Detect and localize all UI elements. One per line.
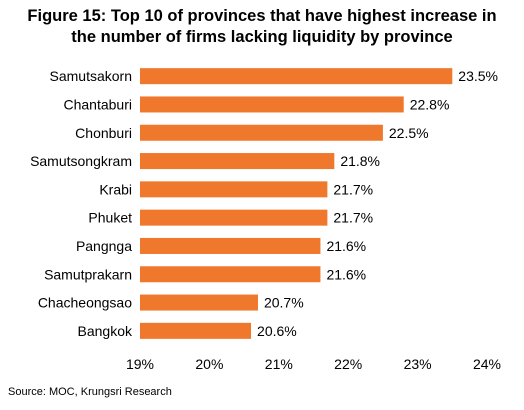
source-note: Source: MOC, Krungsri Research: [8, 386, 172, 398]
data-label: 21.7%: [333, 181, 373, 197]
chart-title: Figure 15: Top 10 of provinces that have…: [0, 6, 524, 48]
category-label: Samutsongkram: [30, 153, 132, 169]
category-label: Samutprakarn: [44, 266, 132, 282]
data-label: 21.6%: [326, 238, 366, 254]
category-label: Phuket: [88, 210, 132, 226]
category-label: Samutsakorn: [50, 68, 132, 84]
bar: [140, 181, 328, 198]
data-label: 20.6%: [257, 323, 297, 339]
bar: [140, 237, 321, 254]
x-tick-label: 24%: [473, 356, 501, 372]
data-label: 21.6%: [326, 266, 366, 282]
data-label: 23.5%: [458, 68, 498, 84]
bar: [140, 124, 383, 141]
x-tick-label: 22%: [334, 356, 362, 372]
bar: [140, 68, 453, 85]
data-label: 20.7%: [264, 295, 304, 311]
category-label: Krabi: [99, 181, 132, 197]
data-label: 21.7%: [333, 210, 373, 226]
x-tick-label: 19%: [126, 356, 154, 372]
bar: [140, 294, 258, 311]
data-label: 21.8%: [340, 153, 380, 169]
bar: [140, 96, 404, 113]
chart-title-line-2: the number of firms lacking liquidity by…: [71, 28, 453, 46]
bar: [140, 153, 335, 170]
bar: [140, 266, 321, 283]
data-label: 22.8%: [410, 96, 450, 112]
bar: [140, 322, 252, 339]
x-tick-label: 21%: [265, 356, 293, 372]
category-label: Bangkok: [78, 323, 133, 339]
category-label: Chonburi: [75, 125, 132, 141]
category-label: Chacheongsao: [38, 295, 132, 311]
bar: [140, 209, 328, 226]
chart-title-line-1: Figure 15: Top 10 of provinces that have…: [27, 7, 497, 25]
x-tick-label: 23%: [404, 356, 432, 372]
data-label: 22.5%: [389, 125, 429, 141]
category-label: Pangnga: [76, 238, 132, 254]
x-tick-label: 20%: [195, 356, 223, 372]
category-label: Chantaburi: [64, 96, 133, 112]
